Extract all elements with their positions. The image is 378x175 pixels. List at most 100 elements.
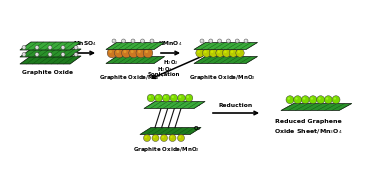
Circle shape (309, 96, 317, 104)
Circle shape (231, 50, 233, 53)
Circle shape (226, 39, 231, 43)
Circle shape (172, 96, 174, 98)
Text: Graphite Oxide/MnO$_2$: Graphite Oxide/MnO$_2$ (189, 73, 256, 82)
Circle shape (35, 46, 39, 50)
Circle shape (170, 94, 178, 102)
Circle shape (218, 39, 222, 43)
Circle shape (122, 48, 131, 58)
Circle shape (113, 40, 114, 41)
Circle shape (178, 94, 185, 102)
Circle shape (122, 40, 124, 41)
Circle shape (201, 40, 202, 41)
Polygon shape (106, 43, 164, 50)
Circle shape (227, 40, 228, 41)
Circle shape (163, 94, 170, 102)
Polygon shape (20, 56, 81, 64)
Circle shape (62, 53, 63, 54)
Circle shape (197, 50, 200, 53)
Circle shape (164, 96, 166, 98)
Circle shape (196, 49, 204, 57)
Circle shape (161, 135, 167, 142)
Circle shape (245, 40, 246, 41)
Circle shape (216, 49, 224, 57)
Circle shape (324, 96, 332, 104)
Circle shape (141, 39, 144, 43)
Circle shape (185, 94, 193, 102)
Circle shape (179, 96, 181, 98)
Circle shape (61, 46, 65, 50)
Circle shape (36, 53, 37, 54)
Circle shape (151, 40, 152, 41)
Circle shape (211, 50, 213, 53)
Circle shape (332, 96, 340, 104)
Circle shape (107, 48, 117, 58)
Circle shape (311, 97, 313, 100)
Circle shape (200, 39, 204, 43)
Circle shape (224, 50, 227, 53)
Circle shape (203, 49, 211, 57)
Text: Graphite Oxide: Graphite Oxide (22, 70, 73, 75)
Circle shape (286, 96, 294, 104)
Circle shape (303, 97, 305, 100)
Circle shape (217, 50, 220, 53)
Polygon shape (281, 103, 352, 110)
Circle shape (218, 40, 220, 41)
Circle shape (288, 97, 290, 100)
Circle shape (112, 39, 116, 43)
Circle shape (124, 50, 126, 53)
Text: O$_2$: O$_2$ (193, 125, 201, 134)
Circle shape (178, 135, 184, 142)
Circle shape (132, 40, 133, 41)
Circle shape (334, 97, 336, 100)
Circle shape (169, 135, 176, 142)
Circle shape (145, 136, 147, 138)
Circle shape (237, 50, 240, 53)
Circle shape (318, 97, 321, 100)
Circle shape (301, 96, 309, 104)
Circle shape (141, 40, 143, 41)
Circle shape (75, 46, 76, 47)
Text: Reduced Graphene: Reduced Graphene (275, 119, 341, 124)
Text: MnSO$_4$: MnSO$_4$ (73, 39, 98, 48)
Circle shape (155, 94, 163, 102)
Circle shape (121, 39, 125, 43)
Text: H$_2$O$_2$: H$_2$O$_2$ (163, 58, 179, 67)
Circle shape (36, 46, 37, 47)
Circle shape (187, 96, 189, 98)
Circle shape (209, 39, 213, 43)
Circle shape (179, 136, 181, 138)
Text: Reduction: Reduction (219, 103, 253, 108)
Text: H$_2$O$_2$: H$_2$O$_2$ (157, 65, 173, 74)
Text: Oxide Sheet/Mn$_3$O$_4$: Oxide Sheet/Mn$_3$O$_4$ (274, 127, 342, 136)
Circle shape (229, 49, 237, 57)
Circle shape (209, 49, 217, 57)
Circle shape (295, 97, 297, 100)
Circle shape (145, 50, 148, 53)
Circle shape (22, 46, 26, 50)
Circle shape (49, 53, 50, 54)
Circle shape (150, 39, 154, 43)
Polygon shape (140, 128, 201, 135)
Circle shape (48, 46, 52, 50)
Circle shape (317, 96, 325, 104)
Text: Graphite Oxide/Mn$^{2+}$: Graphite Oxide/Mn$^{2+}$ (99, 73, 165, 83)
Circle shape (244, 39, 248, 43)
Text: Graphite Oxide/MnO$_2$: Graphite Oxide/MnO$_2$ (133, 145, 200, 154)
Text: Sonication: Sonication (148, 72, 180, 77)
Circle shape (49, 46, 50, 47)
Polygon shape (144, 102, 205, 108)
Text: O$_2$: O$_2$ (193, 101, 201, 109)
Circle shape (131, 39, 135, 43)
Circle shape (22, 52, 26, 57)
Circle shape (61, 52, 65, 57)
Text: KMnO$_4$: KMnO$_4$ (158, 39, 183, 48)
Polygon shape (106, 57, 164, 64)
Circle shape (74, 46, 78, 50)
Circle shape (74, 52, 78, 57)
Circle shape (223, 49, 231, 57)
Circle shape (131, 50, 133, 53)
Circle shape (136, 48, 146, 58)
Circle shape (143, 48, 153, 58)
Circle shape (209, 40, 211, 41)
Circle shape (116, 50, 119, 53)
